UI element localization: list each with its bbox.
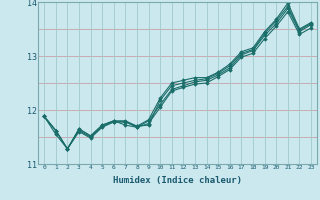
X-axis label: Humidex (Indice chaleur): Humidex (Indice chaleur)	[113, 176, 242, 185]
